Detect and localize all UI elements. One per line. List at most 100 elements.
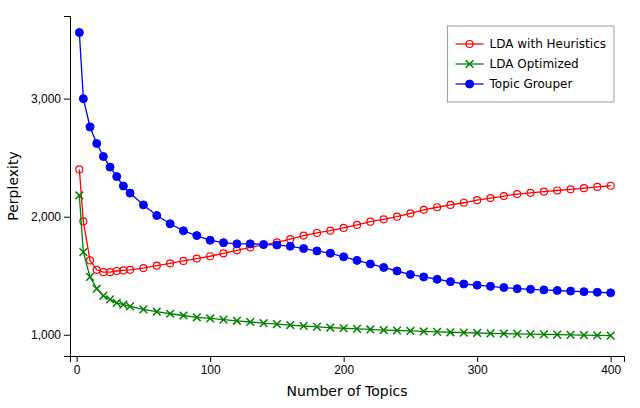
marker <box>246 240 254 248</box>
x-axis: 0 100 200 300 400 <box>71 356 625 377</box>
marker <box>246 318 254 326</box>
tick: 2,000 <box>31 210 70 224</box>
tick: 200 <box>334 356 354 377</box>
tick-mark <box>210 356 211 362</box>
marker <box>393 327 401 335</box>
marker <box>140 265 147 272</box>
marker <box>527 285 535 293</box>
marker <box>139 201 147 209</box>
marker <box>93 285 101 293</box>
marker <box>113 268 120 275</box>
marker <box>433 275 441 283</box>
marker <box>580 288 588 296</box>
marker <box>460 280 468 288</box>
marker <box>127 266 134 273</box>
tick-mark <box>64 335 70 336</box>
tick-mark <box>77 356 78 362</box>
tick: 300 <box>468 356 488 377</box>
marker <box>207 253 214 260</box>
marker <box>99 152 107 160</box>
marker <box>273 241 281 249</box>
marker <box>153 308 161 316</box>
legend-label: Topic Grouper <box>489 77 573 91</box>
marker <box>300 322 308 330</box>
marker <box>166 310 174 318</box>
tick: 400 <box>601 356 621 377</box>
marker <box>487 282 495 290</box>
marker <box>540 331 548 339</box>
marker <box>394 213 401 220</box>
marker <box>193 232 201 240</box>
marker <box>580 185 587 192</box>
marker <box>120 267 127 274</box>
marker <box>119 182 127 190</box>
tick-mark <box>611 356 612 362</box>
marker <box>407 327 415 335</box>
tick-label: 0 <box>74 363 81 377</box>
marker <box>460 199 467 206</box>
marker <box>206 315 214 323</box>
marker <box>367 218 374 225</box>
series <box>75 29 614 297</box>
marker <box>553 331 561 339</box>
tick: 0 <box>74 356 81 377</box>
marker <box>193 313 201 321</box>
tick-label: 100 <box>201 363 221 377</box>
legend-entry: LDA with Heuristics <box>456 37 606 51</box>
tick: 100 <box>201 356 221 377</box>
legend-entry: LDA Optimized <box>456 57 579 71</box>
axis-line <box>64 17 71 357</box>
marker <box>260 240 268 248</box>
marker <box>260 241 267 248</box>
marker <box>286 321 294 329</box>
marker <box>179 227 187 235</box>
marker <box>593 288 601 296</box>
marker <box>167 260 174 267</box>
marker <box>87 257 94 264</box>
marker <box>353 256 361 264</box>
marker <box>353 325 361 333</box>
marker <box>393 267 401 275</box>
marker <box>100 269 107 276</box>
line <box>79 169 610 272</box>
legend-entry: Topic Grouper <box>456 77 573 91</box>
legend-label: LDA Optimized <box>490 57 579 71</box>
tick: 3,000 <box>31 92 70 106</box>
marker <box>540 286 548 294</box>
tick-label: 400 <box>601 363 621 377</box>
marker <box>487 195 494 202</box>
marker <box>406 271 414 279</box>
marker <box>79 95 87 103</box>
tick-mark <box>477 356 478 362</box>
marker <box>75 29 83 37</box>
marker <box>120 301 128 309</box>
marker <box>513 330 521 338</box>
legend-swatch <box>456 43 484 44</box>
marker <box>340 253 348 261</box>
marker <box>86 273 94 281</box>
marker <box>326 324 334 332</box>
marker <box>153 262 160 269</box>
marker <box>567 287 575 295</box>
tick-label: 1,000 <box>31 328 61 342</box>
marker <box>273 320 281 328</box>
marker <box>93 140 101 148</box>
marker <box>206 236 214 244</box>
marker <box>487 330 495 338</box>
tick-label: 200 <box>334 363 354 377</box>
marker <box>166 220 174 228</box>
marker <box>326 249 334 257</box>
marker <box>553 286 561 294</box>
marker <box>220 250 227 257</box>
tick: 1,000 <box>31 328 70 342</box>
marker <box>593 332 601 340</box>
marker <box>80 248 88 256</box>
marker <box>446 278 454 286</box>
legend: LDA with Heuristics LDA Optimized Topic Gr… <box>448 26 614 102</box>
marker <box>420 328 428 336</box>
marker <box>113 173 121 181</box>
marker <box>527 330 535 338</box>
marker <box>554 187 561 194</box>
marker <box>500 193 507 200</box>
tick-mark <box>344 356 345 362</box>
